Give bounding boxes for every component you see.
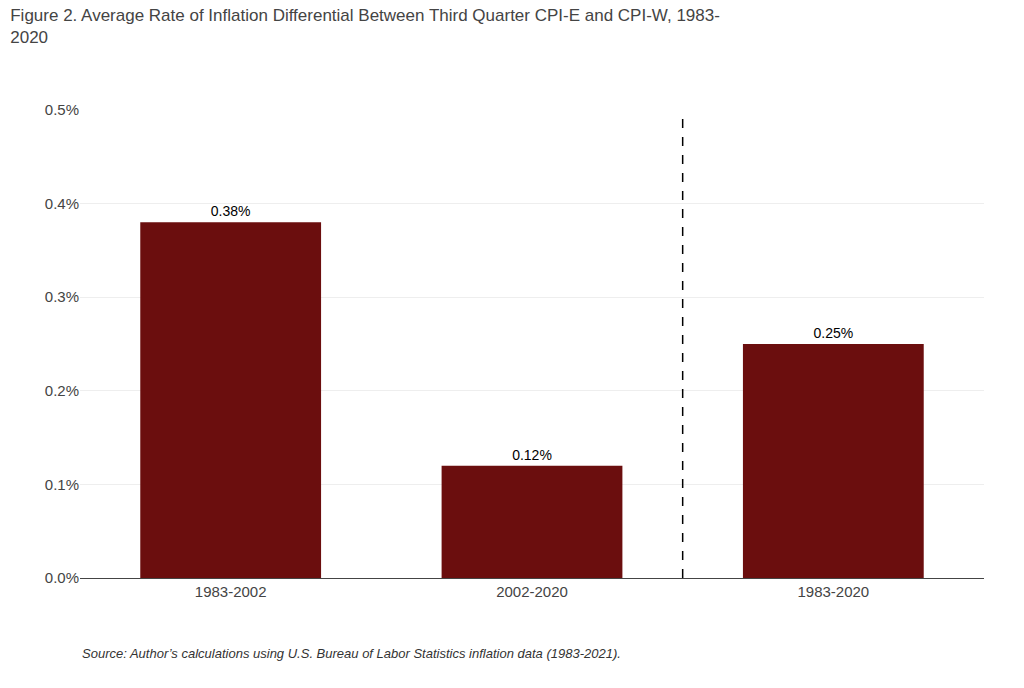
svg-text:0.38%: 0.38%	[211, 203, 251, 219]
svg-text:0.0%: 0.0%	[45, 569, 79, 586]
svg-text:0.25%: 0.25%	[813, 325, 853, 341]
svg-text:0.12%: 0.12%	[512, 447, 552, 463]
svg-text:0.4%: 0.4%	[45, 195, 79, 212]
svg-text:0.5%: 0.5%	[45, 101, 79, 118]
svg-text:2002-2020: 2002-2020	[496, 583, 568, 600]
svg-text:Figure 2. Average Rate of Infl: Figure 2. Average Rate of Inflation Diff…	[10, 6, 720, 47]
svg-text:0.2%: 0.2%	[45, 382, 79, 399]
svg-text:0.1%: 0.1%	[45, 476, 79, 493]
svg-text:1983-2020: 1983-2020	[797, 583, 869, 600]
svg-text:Source: Author’s calculations: Source: Author’s calculations using U.S.…	[82, 646, 621, 661]
svg-text:0.3%: 0.3%	[45, 288, 79, 305]
svg-text:1983-2002: 1983-2002	[195, 583, 267, 600]
